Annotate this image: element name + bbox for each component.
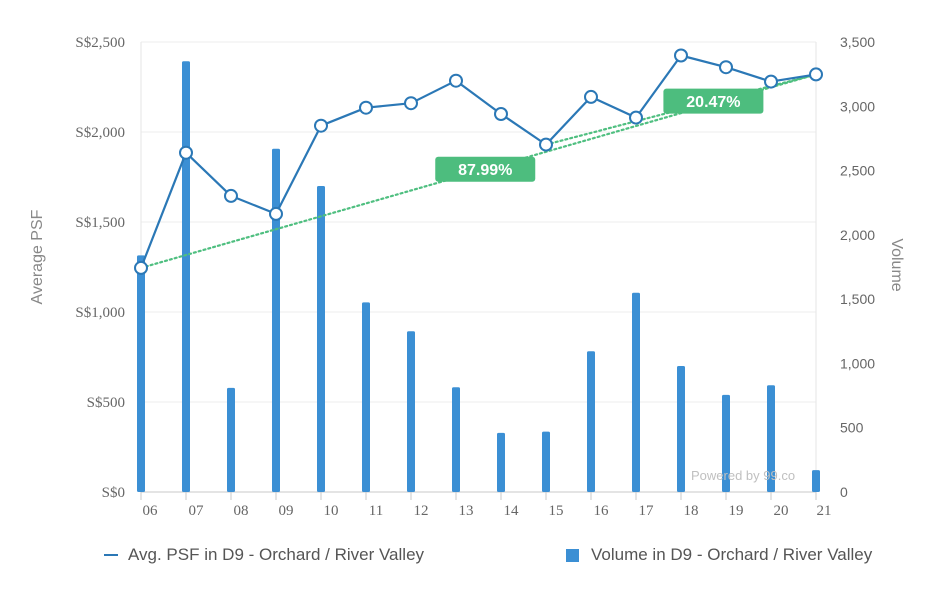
volume-bar[interactable] [317,186,325,492]
psf-point[interactable] [539,137,553,152]
psf-point[interactable] [224,188,238,203]
trend-badge: 87.99% [435,156,536,182]
left-tick-label: S$2,500 [75,35,125,51]
x-tick-label: 13 [459,503,474,519]
x-tick-label: 14 [504,503,520,519]
volume-bars [137,61,820,493]
right-tick-label: 2,000 [840,227,875,243]
right-tick-label: 1,500 [840,291,875,307]
volume-bar[interactable] [362,302,370,492]
psf-point[interactable] [449,73,463,88]
x-tick-label: 21 [817,503,832,519]
right-axis-ticks: 0 500 1,000 1,500 2,000 2,500 3,000 3,500 [840,34,875,500]
x-tick-label: 07 [189,503,205,519]
volume-bar[interactable] [227,387,235,492]
trend-badge-label: 20.47% [686,94,740,111]
psf-point[interactable] [359,100,373,115]
psf-line [134,48,823,275]
psf-series-line [139,54,817,269]
trend-badge-label: 87.99% [458,162,512,179]
left-tick-label: S$1,000 [75,305,125,321]
psf-point[interactable] [719,60,733,75]
x-tick-label: 09 [279,503,294,519]
psf-point[interactable] [494,107,508,121]
x-axis-ticks: 06 07 08 09 10 11 12 13 14 15 16 17 18 19 20 21 [140,492,832,519]
legend-psf-label: Avg. PSF in D9 - Orchard / River Valley [128,545,425,564]
volume-bar[interactable] [272,148,280,492]
volume-bar[interactable] [542,431,550,492]
legend-line-swatch [104,554,118,556]
x-tick-label: 20 [774,503,789,519]
volume-bar[interactable] [812,470,820,492]
legend-bar-swatch [566,548,579,562]
right-tick-label: 3,000 [840,98,875,114]
x-tick-label: 18 [684,503,699,519]
psf-point[interactable] [809,67,823,82]
x-tick-label: 16 [594,503,610,519]
left-tick-label: S$500 [87,395,125,411]
left-tick-label: S$1,500 [75,215,125,231]
x-tick-label: 17 [639,503,655,519]
right-tick-label: 500 [840,420,864,436]
powered-by-credit: Powered by 99.co [691,468,795,483]
trend-badge-bg [435,156,536,182]
left-tick-label: S$0 [102,485,125,501]
psf-point[interactable] [584,89,598,104]
volume-bar[interactable] [407,331,415,492]
left-tick-label: S$2,000 [75,125,125,141]
psf-point[interactable] [179,145,193,160]
x-tick-label: 08 [234,503,249,519]
x-tick-label: 11 [369,503,383,519]
right-tick-label: 2,500 [840,163,875,179]
psf-point[interactable] [674,48,688,63]
legend-item-volume[interactable]: Volume in D9 - Orchard / River Valley [566,545,872,565]
x-tick-label: 15 [549,503,564,519]
right-axis-title: Volume [888,238,905,291]
psf-point[interactable] [134,260,148,275]
volume-bar[interactable] [722,394,730,492]
gridlines [140,41,817,493]
x-tick-label: 06 [143,503,159,519]
left-axis-title: Average PSF [29,209,46,304]
psf-point[interactable] [269,206,283,221]
legend-item-psf[interactable]: Avg. PSF in D9 - Orchard / River Valley [104,545,424,565]
x-tick-label: 19 [729,503,744,519]
right-tick-label: 3,500 [840,34,875,50]
volume-bar[interactable] [632,292,640,492]
psf-point[interactable] [764,74,778,89]
right-tick-label: 1,000 [840,355,875,371]
volume-bar[interactable] [182,61,190,493]
psf-point[interactable] [404,96,418,111]
legend-volume-label: Volume in D9 - Orchard / River Valley [591,545,873,564]
right-tick-label: 0 [840,484,848,500]
trend-badges: 87.99% 20.47% [435,88,764,182]
volume-bar[interactable] [587,351,595,492]
trend-badge: 20.47% [663,88,764,114]
volume-bar[interactable] [767,385,775,492]
volume-bar[interactable] [137,255,145,492]
psf-point[interactable] [314,118,328,133]
volume-bar[interactable] [452,387,460,492]
volume-bar[interactable] [677,366,685,492]
volume-bar[interactable] [497,432,505,492]
left-axis-ticks: S$0 S$500 S$1,000 S$1,500 S$2,000 S$2,500 [75,35,125,501]
trend-badge-bg [663,88,764,114]
psf-point[interactable] [629,110,643,125]
x-tick-label: 12 [414,503,429,519]
x-tick-label: 10 [324,503,339,519]
